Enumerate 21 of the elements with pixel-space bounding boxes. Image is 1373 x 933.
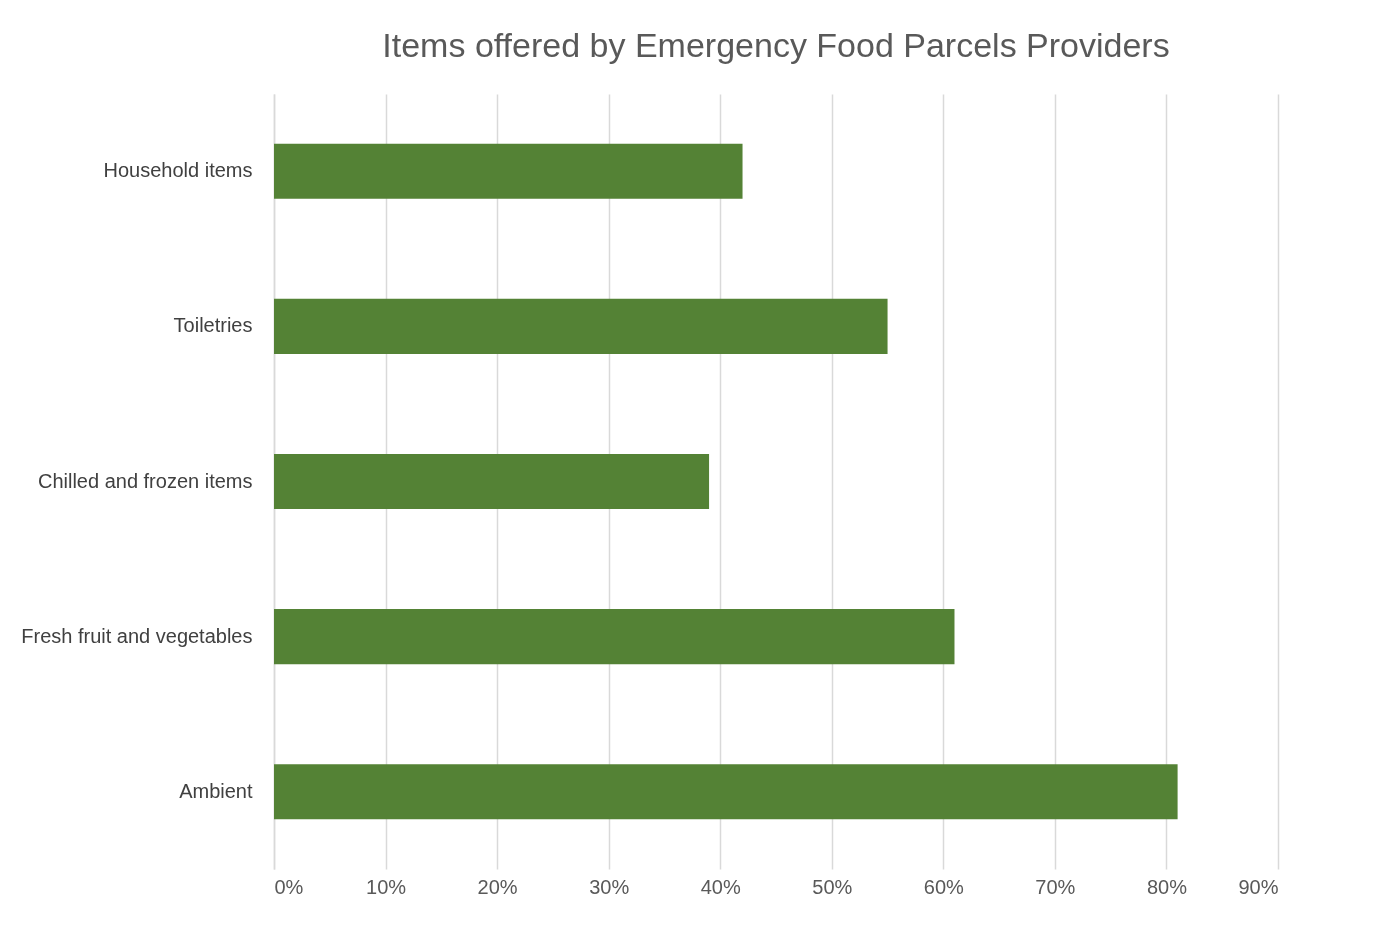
y-tick-label: Toiletries xyxy=(173,314,253,337)
bar xyxy=(274,143,743,199)
x-tick-label: 90% xyxy=(1238,875,1279,898)
bar xyxy=(274,764,1178,820)
x-tick-label: 0% xyxy=(274,875,304,898)
chart-title: Items offered by Emergency Food Parcels Providers xyxy=(382,26,1170,64)
y-tick-label: Household items xyxy=(103,159,253,182)
x-tick-label: 80% xyxy=(1146,875,1188,898)
x-tick-label: 30% xyxy=(589,875,630,898)
y-tick-label: Chilled and frozen items xyxy=(37,469,253,492)
bar xyxy=(274,453,710,510)
x-tick-label: 70% xyxy=(1035,875,1076,898)
x-tick-label: 40% xyxy=(700,875,741,898)
bar xyxy=(274,298,888,354)
y-tick-label: Ambient xyxy=(179,779,253,802)
x-tick-label: 20% xyxy=(477,875,518,898)
x-tick-label: 10% xyxy=(366,875,407,898)
bar xyxy=(274,609,955,665)
x-tick-label: 50% xyxy=(812,875,853,898)
x-tick-label: 60% xyxy=(923,875,965,898)
y-tick-label: Fresh fruit and vegetables xyxy=(21,624,253,647)
